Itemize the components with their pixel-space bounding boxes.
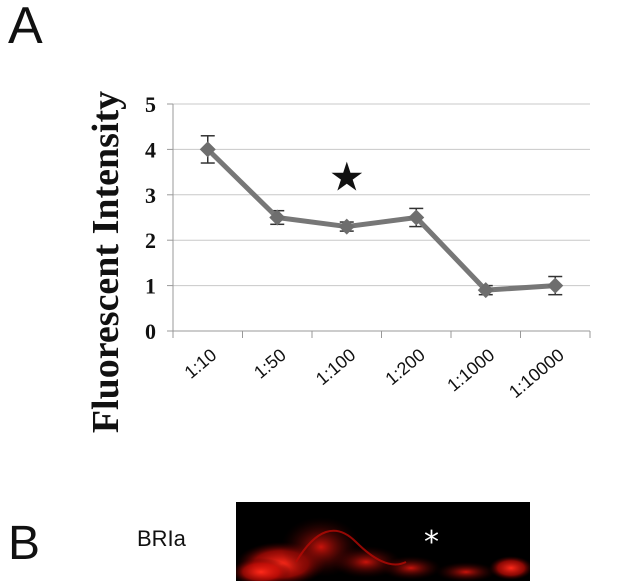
grid-lines	[173, 103, 590, 287]
data-point	[477, 282, 494, 299]
x-tick-label: 1:200	[381, 345, 428, 389]
micrograph-tag: BRIa	[137, 526, 186, 551]
y-tick-label: 0	[145, 319, 156, 344]
y-tick-label: 2	[145, 228, 156, 253]
y-tick-label: 4	[145, 137, 156, 162]
data-point	[269, 209, 286, 226]
data-point	[338, 218, 355, 235]
line-chart: 0 1 2 3 4 5 1:10 1:50 1:100 1:200 1:1000 1:10000 F…	[85, 91, 591, 433]
axes	[167, 103, 591, 338]
fluorescence-micrograph: *	[236, 502, 530, 581]
data-point	[199, 141, 216, 158]
x-tick-label: 1:100	[312, 345, 359, 389]
data-points	[199, 141, 564, 299]
micrograph-image	[236, 517, 530, 581]
star-annotation: ★	[329, 155, 365, 201]
panel-a-label: A	[8, 0, 43, 55]
y-tick-label: 3	[145, 183, 156, 208]
panel-b-label: B	[8, 517, 41, 570]
data-point	[408, 209, 425, 226]
y-tick-label: 5	[145, 92, 156, 117]
data-series	[206, 147, 556, 293]
data-point	[547, 277, 564, 294]
x-tick-label: 1:10000	[505, 345, 568, 402]
x-tick-label: 1:50	[250, 345, 290, 383]
x-tick-label: 1:1000	[443, 345, 498, 396]
series-line	[206, 147, 556, 293]
y-axis-label: Fluorescent Intensity	[85, 91, 127, 433]
y-tick-labels: 0 1 2 3 4 5	[145, 92, 156, 344]
y-tick-label: 1	[145, 274, 156, 299]
error-bars	[200, 135, 563, 296]
micrograph-asterisk: *	[424, 525, 439, 560]
x-tick-labels: 1:10 1:50 1:100 1:200 1:1000 1:10000	[181, 345, 568, 402]
x-tick-label: 1:10	[181, 345, 221, 383]
